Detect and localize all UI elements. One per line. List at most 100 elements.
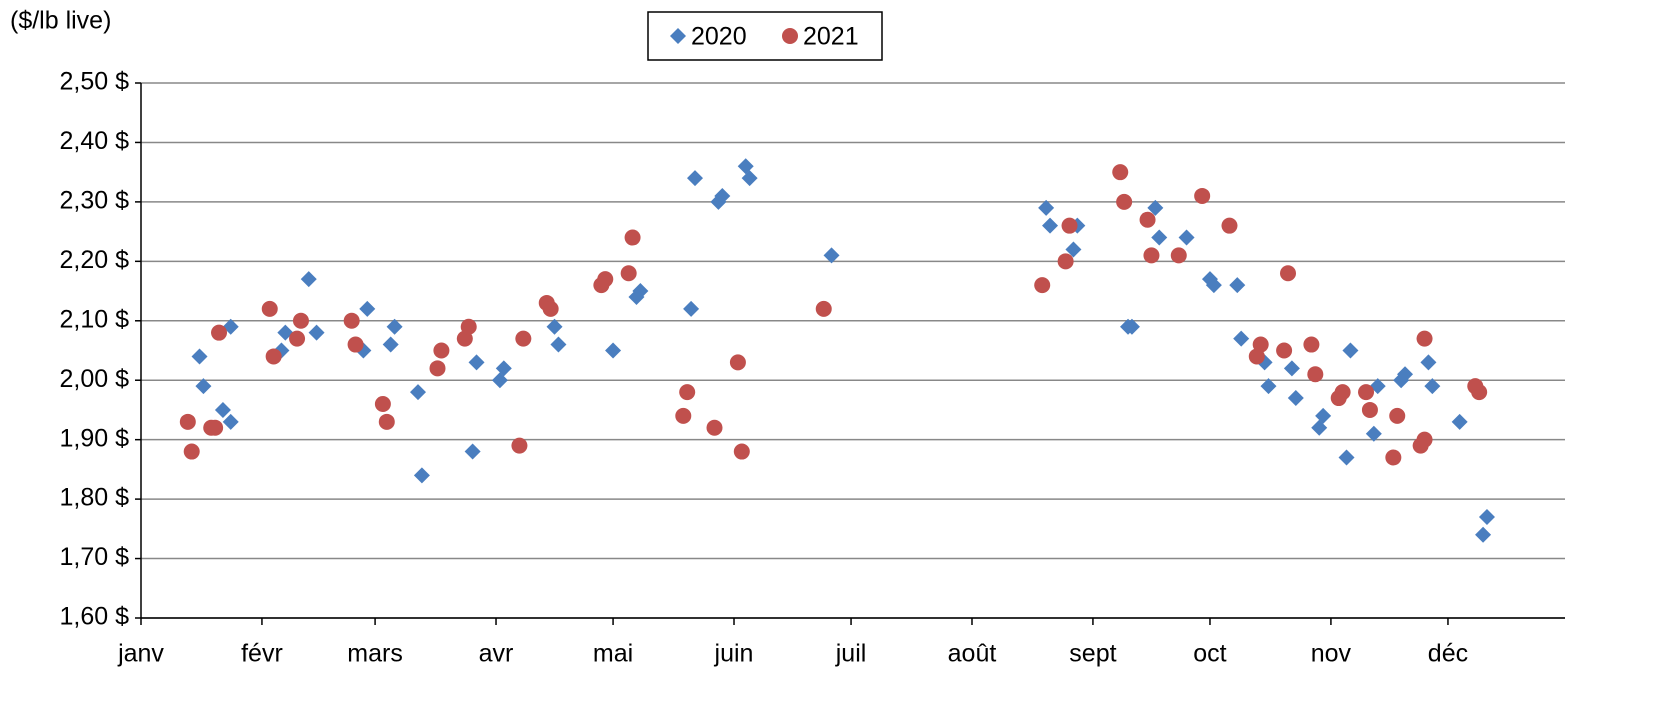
point	[429, 360, 446, 377]
point	[1034, 277, 1051, 294]
point	[1303, 336, 1320, 353]
point	[1334, 384, 1351, 401]
x-tick-label: mars	[347, 640, 403, 668]
y-tick-label: 2,30 $	[59, 186, 129, 214]
point	[1342, 342, 1359, 359]
point	[214, 401, 231, 418]
y-tick-label: 1,90 $	[59, 424, 129, 452]
point	[207, 419, 224, 436]
point	[729, 354, 746, 371]
point	[624, 229, 641, 246]
point	[1061, 217, 1078, 234]
point	[605, 342, 622, 359]
legend-marker	[782, 28, 798, 44]
legend-label: 2020	[691, 23, 747, 51]
legend-marker	[670, 28, 686, 44]
point	[1229, 277, 1246, 294]
point	[733, 443, 750, 460]
point	[823, 247, 840, 264]
x-tick-label: juil	[835, 640, 867, 668]
x-tick-label: nov	[1311, 640, 1352, 668]
point	[265, 348, 282, 365]
point	[542, 300, 559, 317]
point	[741, 170, 758, 187]
point	[1338, 449, 1355, 466]
point	[1233, 330, 1250, 347]
point	[1170, 247, 1187, 264]
point	[1151, 229, 1168, 246]
point	[1307, 366, 1324, 383]
point	[1365, 425, 1382, 442]
point	[1315, 407, 1332, 424]
point	[1057, 253, 1074, 270]
point	[222, 413, 239, 430]
point	[1287, 390, 1304, 407]
point	[495, 360, 512, 377]
point	[1038, 199, 1055, 216]
point	[1252, 336, 1269, 353]
point	[679, 384, 696, 401]
point	[1283, 360, 1300, 377]
y-tick-label: 2,00 $	[59, 365, 129, 393]
point	[409, 384, 426, 401]
point	[1471, 384, 1488, 401]
point	[179, 413, 196, 430]
point	[1478, 508, 1495, 525]
y-tick-label: 1,80 $	[59, 484, 129, 512]
point	[1475, 526, 1492, 543]
point	[1397, 366, 1414, 383]
y-tick-label: 2,10 $	[59, 305, 129, 333]
y-tick-label: 2,40 $	[59, 127, 129, 155]
point	[815, 300, 832, 317]
point	[1112, 164, 1129, 181]
point	[460, 318, 477, 335]
y-tick-label: 2,50 $	[59, 68, 129, 96]
point	[464, 443, 481, 460]
point	[1416, 431, 1433, 448]
point	[1416, 330, 1433, 347]
point	[511, 437, 528, 454]
point	[1123, 318, 1140, 335]
y-tick-label: 1,70 $	[59, 543, 129, 571]
y-tick-label: 2,20 $	[59, 246, 129, 274]
point	[359, 300, 376, 317]
point	[1358, 384, 1375, 401]
point	[1424, 378, 1441, 395]
point	[686, 170, 703, 187]
x-tick-label: déc	[1428, 640, 1468, 668]
legend-label: 2021	[803, 23, 859, 51]
x-tick-label: janv	[117, 640, 164, 668]
point	[706, 419, 723, 436]
point	[382, 336, 399, 353]
point	[1139, 211, 1156, 228]
point	[300, 271, 317, 288]
point	[191, 348, 208, 365]
point	[1389, 407, 1406, 424]
point	[195, 378, 212, 395]
point	[343, 312, 360, 329]
point	[597, 271, 614, 288]
point	[1042, 217, 1059, 234]
point	[433, 342, 450, 359]
y-tick-label: 1,60 $	[59, 603, 129, 631]
point	[183, 443, 200, 460]
point	[386, 318, 403, 335]
point	[714, 187, 731, 204]
point	[211, 324, 228, 341]
point	[546, 318, 563, 335]
x-tick-label: oct	[1193, 640, 1226, 668]
point	[1178, 229, 1195, 246]
point	[374, 396, 391, 412]
point	[261, 300, 278, 317]
point	[1221, 217, 1238, 234]
x-tick-label: avr	[479, 640, 514, 668]
point	[1276, 342, 1293, 359]
point	[347, 336, 364, 353]
point	[1280, 265, 1297, 282]
x-tick-label: mai	[593, 640, 633, 668]
point	[683, 300, 700, 317]
point	[1143, 247, 1160, 264]
point	[632, 283, 649, 300]
legend-box	[647, 11, 883, 61]
point	[1361, 401, 1378, 418]
